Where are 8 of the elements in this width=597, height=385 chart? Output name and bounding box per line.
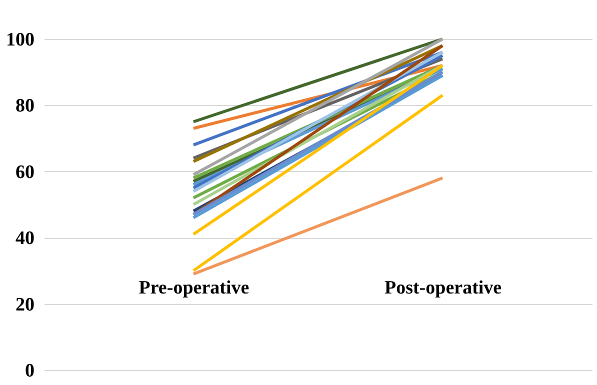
y-tick-label: 20 <box>16 294 34 316</box>
x-tick-label: Post-operative <box>384 278 502 298</box>
y-tick-label: 80 <box>16 96 34 117</box>
y-tick-label: 0 <box>25 360 34 382</box>
x-tick-label: Pre-operative <box>138 278 250 298</box>
y-tick-label: 100 <box>6 30 34 50</box>
y-tick-label: 40 <box>16 228 34 250</box>
y-tick-label: 60 <box>16 162 34 183</box>
